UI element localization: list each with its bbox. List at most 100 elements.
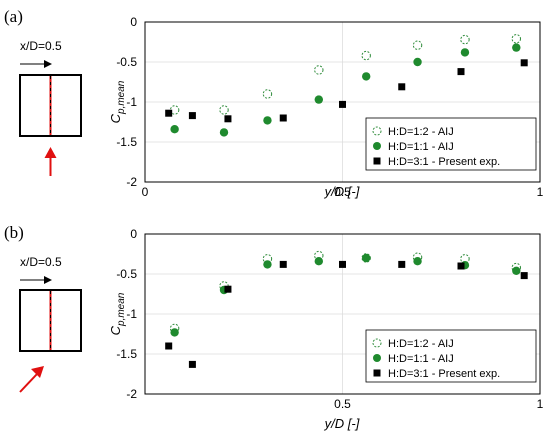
chart-a-ylabel: Cp,mean xyxy=(108,80,127,123)
chart-b-ylabel: Cp,mean xyxy=(108,292,127,335)
chart-b-point-aij-1-2 xyxy=(314,250,324,261)
chart-b-ytick-label: -2 xyxy=(126,387,137,401)
chart-b-point-exp-3-1 xyxy=(188,360,196,368)
legend-b-filled-marker xyxy=(373,354,381,362)
chart-b-point-aij-1-2 xyxy=(511,262,521,273)
diagram-b: x/D=0.5 xyxy=(19,255,82,393)
chart-b-ytick-label: 0 xyxy=(130,227,137,241)
building-section-a xyxy=(19,74,82,137)
chart-a-point-aij-1-2 xyxy=(460,34,470,45)
panel-b: (b) x/D=0.5 0 -0.5 -1 -1.5 -2 0.5 1 y/D [-] Cp… xyxy=(4,223,544,431)
chart-a-ytick-label: 0 xyxy=(130,15,137,29)
chart-a-point-exp-3-1 xyxy=(279,114,287,122)
legend-b-square-marker xyxy=(373,369,381,377)
chart-b-frame xyxy=(144,233,541,395)
chart-a-ytick-label: -1.5 xyxy=(116,135,137,149)
legend-a-filled-marker xyxy=(373,142,381,150)
chart-b-legend-box xyxy=(365,329,537,383)
legend-b-series-1: H:D=1:2 - AIJ xyxy=(388,338,454,350)
chart-a-point-aij-1-1 xyxy=(460,48,470,57)
chart-a-point-exp-3-1 xyxy=(339,100,346,108)
chart-a-point-aij-1-1 xyxy=(362,72,371,81)
chart-b-ytick-label: -1.5 xyxy=(116,347,137,361)
chart-b-point-exp-3-1 xyxy=(457,262,465,270)
chart-b-point-exp-3-1 xyxy=(398,260,406,268)
building-section-b xyxy=(19,289,82,352)
chart-a-marks xyxy=(165,34,528,137)
chart-b-legend: H:D=1:2 - AIJ H:D=1:1 - AIJ H:D=3:1 - Pr… xyxy=(365,329,537,383)
chart-a-point-aij-1-2 xyxy=(361,50,371,61)
chart-a-point-aij-1-1 xyxy=(170,125,179,134)
chart-b-point-aij-1-1 xyxy=(314,257,323,266)
legend-a-hollow-marker xyxy=(372,126,382,136)
legend-b-series-2: H:D=1:1 - AIJ xyxy=(388,353,454,365)
chart-a-point-aij-1-2 xyxy=(219,105,229,115)
chart-a-point-aij-1-2 xyxy=(412,40,423,50)
chart-b-point-exp-3-1 xyxy=(224,285,232,293)
chart-a: 0 -0.5 -1 -1.5 -2 0 0.5 1 y/D [-] Cp,mean H:D=1… xyxy=(108,15,544,199)
chart-b: 0 -0.5 -1 -1.5 -2 0.5 1 y/D [-] Cp,mean H:D=1:… xyxy=(108,227,544,431)
chart-a-point-aij-1-1 xyxy=(413,57,422,67)
dimension-label-b: x/D=0.5 xyxy=(20,255,62,269)
chart-b-point-aij-1-2 xyxy=(169,323,180,334)
legend-a-series-3: H:D=3:1 - Present exp. xyxy=(388,156,500,168)
chart-a-frame xyxy=(144,21,541,183)
chart-a-point-aij-1-1 xyxy=(314,95,323,104)
chart-b-point-exp-3-1 xyxy=(339,260,346,268)
wind-arrow-a xyxy=(44,147,57,176)
chart-b-ytick-label: -1 xyxy=(126,307,137,321)
chart-b-point-exp-3-1 xyxy=(520,272,528,280)
legend-b-hollow-marker xyxy=(372,338,382,348)
chart-a-point-exp-3-1 xyxy=(165,109,173,117)
chart-a-ticks: 0 -0.5 -1 -1.5 -2 0 0.5 1 xyxy=(116,15,543,199)
chart-a-xtick-label: 1 xyxy=(537,185,544,199)
chart-a-point-aij-1-2 xyxy=(169,105,180,115)
chart-b-marks xyxy=(165,250,528,368)
chart-a-point-exp-3-1 xyxy=(398,83,406,91)
chart-b-point-aij-1-1 xyxy=(512,266,521,275)
chart-b-xtick-label: 1 xyxy=(537,397,544,411)
panel-label-b: (b) xyxy=(4,223,24,242)
dimension-label-a: x/D=0.5 xyxy=(20,39,62,53)
chart-b-point-exp-3-1 xyxy=(165,342,173,350)
chart-b-point-aij-1-2 xyxy=(460,254,470,264)
chart-a-legend-box xyxy=(365,117,537,171)
chart-a-point-exp-3-1 xyxy=(188,112,196,120)
chart-b-ylabel-sub: p,mean xyxy=(116,292,127,327)
panel-a: (a) x/D=0.5 0 -0.5 -1 -1.5 -2 0 0.5 1 y/D [-] C… xyxy=(4,7,544,199)
chart-a-xlabel: y/D [-] xyxy=(324,184,360,199)
chart-a-ylabel-sub: p,mean xyxy=(116,80,127,115)
wind-arrow-b xyxy=(19,366,44,393)
chart-a-point-aij-1-2 xyxy=(511,34,521,44)
chart-a-point-aij-1-1 xyxy=(512,43,521,52)
chart-a-point-aij-1-1 xyxy=(219,128,229,137)
chart-a-point-aij-1-1 xyxy=(263,116,272,125)
chart-b-point-aij-1-1 xyxy=(170,328,179,337)
chart-a-point-exp-3-1 xyxy=(224,115,232,123)
chart-b-point-exp-3-1 xyxy=(279,260,287,268)
chart-b-point-aij-1-2 xyxy=(412,252,423,262)
chart-b-point-aij-1-2 xyxy=(262,254,273,264)
chart-a-ytick-label: -2 xyxy=(126,175,137,189)
chart-b-xtick-label: 0.5 xyxy=(334,397,351,411)
chart-b-point-aij-1-1 xyxy=(362,253,371,263)
legend-b-series-3: H:D=3:1 - Present exp. xyxy=(388,368,500,380)
panel-label-a: (a) xyxy=(4,7,23,26)
chart-a-xtick-label: 0 xyxy=(142,185,149,199)
chart-b-point-aij-1-1 xyxy=(413,257,422,266)
chart-b-ytick-label: -0.5 xyxy=(116,267,137,281)
legend-a-series-2: H:D=1:1 - AIJ xyxy=(388,141,454,153)
chart-a-xtick-label: 0.5 xyxy=(334,185,351,199)
diagram-a: x/D=0.5 xyxy=(19,39,82,176)
chart-a-point-aij-1-2 xyxy=(262,89,273,99)
chart-a-legend: H:D=1:2 - AIJ H:D=1:1 - AIJ H:D=3:1 - Pr… xyxy=(365,117,537,171)
chart-b-xlabel: y/D [-] xyxy=(324,416,360,431)
chart-a-point-exp-3-1 xyxy=(457,68,465,76)
chart-b-point-aij-1-1 xyxy=(263,260,272,269)
chart-a-point-exp-3-1 xyxy=(520,59,528,67)
legend-a-series-1: H:D=1:2 - AIJ xyxy=(388,126,454,138)
chart-a-ytick-label: -1 xyxy=(126,95,137,109)
chart-a-point-aij-1-2 xyxy=(314,65,324,75)
legend-a-square-marker xyxy=(373,157,381,165)
